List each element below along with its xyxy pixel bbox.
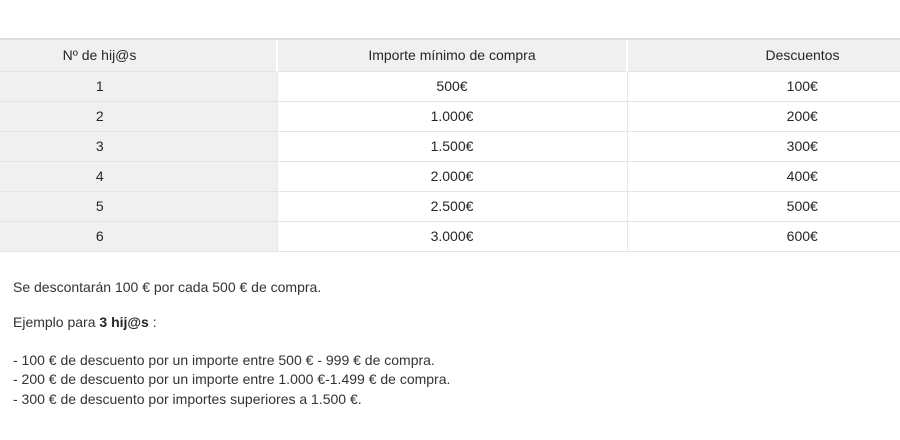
example-bold: 3 hij@s (99, 313, 149, 330)
column-header-hijos: Nº de hij@s (0, 38, 277, 72)
example-prefix: Ejemplo para (13, 313, 100, 330)
table-row: 2 1.000€ 200€ (0, 101, 900, 132)
row-header-hijos: 5 (0, 191, 277, 222)
row-header-hijos: 2 (0, 101, 277, 132)
cell-descuento: 400€ (626, 161, 900, 192)
bullet-item: - 100 € de descuento por un importe entr… (13, 351, 435, 368)
cell-importe: 500€ (276, 71, 627, 102)
cell-importe: 1.000€ (276, 101, 627, 132)
table-row: 4 2.000€ 400€ (0, 161, 900, 192)
row-header-hijos: 1 (0, 71, 277, 102)
table-row: 5 2.500€ 500€ (0, 191, 900, 222)
table-viewport: Nº de hij@s Importe mínimo de compra Des… (0, 38, 900, 252)
cell-importe: 1.500€ (276, 131, 627, 162)
row-header-hijos: 4 (0, 161, 277, 192)
example-text: Ejemplo para 3 hij@s : (13, 314, 900, 330)
example-suffix: : (148, 313, 157, 330)
notes-section: Se descontarán 100 € por cada 500 € de c… (13, 279, 900, 410)
cell-descuento: 600€ (626, 221, 900, 252)
summary-text: Se descontarán 100 € por cada 500 € de c… (13, 278, 322, 295)
bullet-item: - 200 € de descuento por un importe entr… (13, 371, 451, 387)
column-header-descuentos: Descuentos (626, 38, 900, 72)
bullet-item: - 300 € de descuento por importes superi… (13, 390, 362, 407)
cell-importe: 3.000€ (276, 221, 627, 252)
table-row: 3 1.500€ 300€ (0, 131, 900, 162)
bullet-list: - 100 € de descuento por un importe entr… (13, 351, 900, 410)
cell-descuento: 100€ (626, 71, 900, 102)
row-header-hijos: 6 (0, 221, 277, 252)
row-header-hijos: 3 (0, 131, 277, 162)
cell-descuento: 200€ (626, 101, 900, 132)
cell-descuento: 300€ (626, 131, 900, 162)
table-row: 6 3.000€ 600€ (0, 221, 900, 252)
cell-descuento: 500€ (626, 191, 900, 222)
table-header-row: Nº de hij@s Importe mínimo de compra Des… (0, 38, 900, 72)
cell-importe: 2.500€ (276, 191, 627, 222)
discount-table: Nº de hij@s Importe mínimo de compra Des… (0, 38, 900, 252)
table-row: 1 500€ 100€ (0, 71, 900, 102)
column-header-importe: Importe mínimo de compra (276, 38, 627, 72)
cell-importe: 2.000€ (276, 161, 627, 192)
